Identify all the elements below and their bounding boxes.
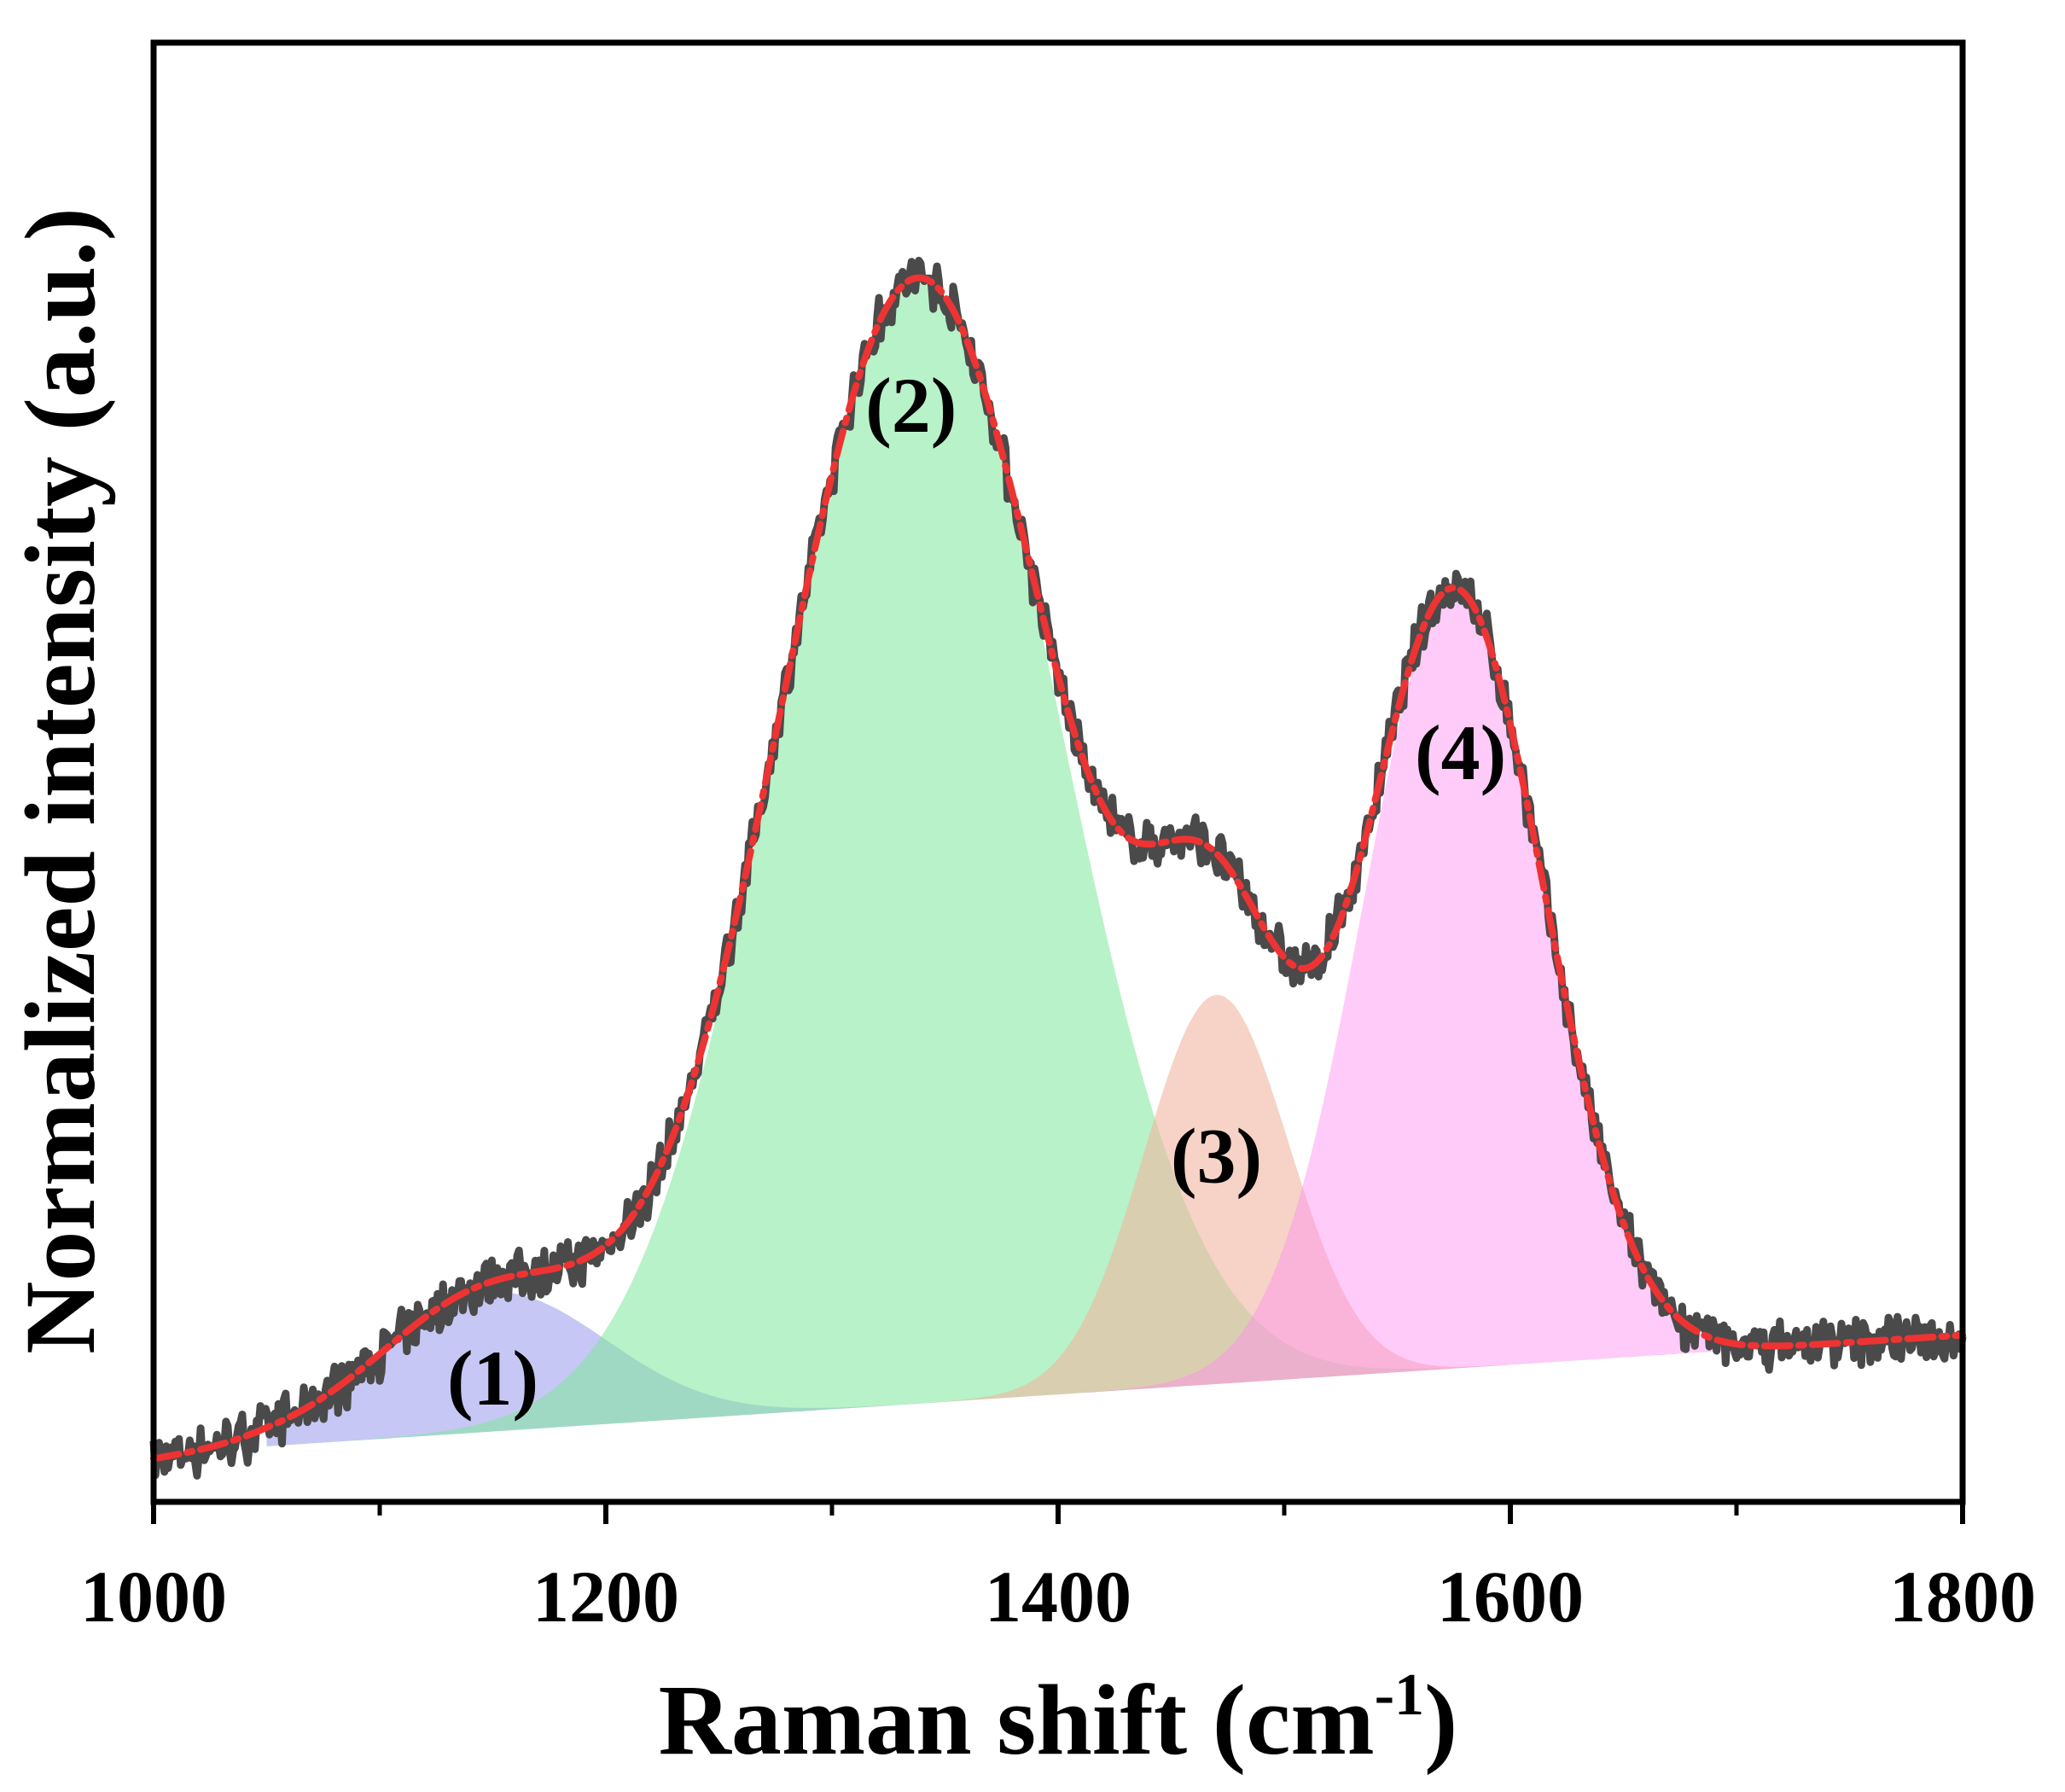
plot-area (149, 256, 1967, 1480)
x-tick-label: 1600 (1437, 1556, 1584, 1638)
peak-fill-2 (266, 277, 1963, 1446)
x-tick-label: 1800 (1889, 1556, 2036, 1638)
peak-label: (1) (447, 1335, 538, 1422)
peak-label: (2) (865, 362, 957, 449)
peak-fill-3 (266, 994, 1963, 1446)
peak-labels: (1) (2) (3) (4) (447, 362, 1506, 1422)
x-tick-label: 1200 (532, 1556, 679, 1638)
x-axis-title-close: ) (1424, 1664, 1457, 1776)
peak-fill-4 (266, 590, 1963, 1446)
x-axis-ticks: 1000 1200 1400 1600 1800 (80, 1502, 2036, 1638)
y-axis-title: Normalized intensity (a.u.) (4, 207, 116, 1354)
peak-label: (4) (1415, 709, 1506, 796)
x-axis-title-superscript: -1 (1375, 1662, 1424, 1728)
x-tick-label: 1400 (985, 1556, 1131, 1638)
x-tick-label: 1000 (80, 1556, 227, 1638)
x-axis-title: Raman shift (cm-1) (659, 1662, 1458, 1776)
x-axis-title-main: Raman shift (cm (659, 1664, 1375, 1776)
peak-label: (3) (1171, 1112, 1262, 1199)
fit-curve-line (150, 274, 1966, 1463)
